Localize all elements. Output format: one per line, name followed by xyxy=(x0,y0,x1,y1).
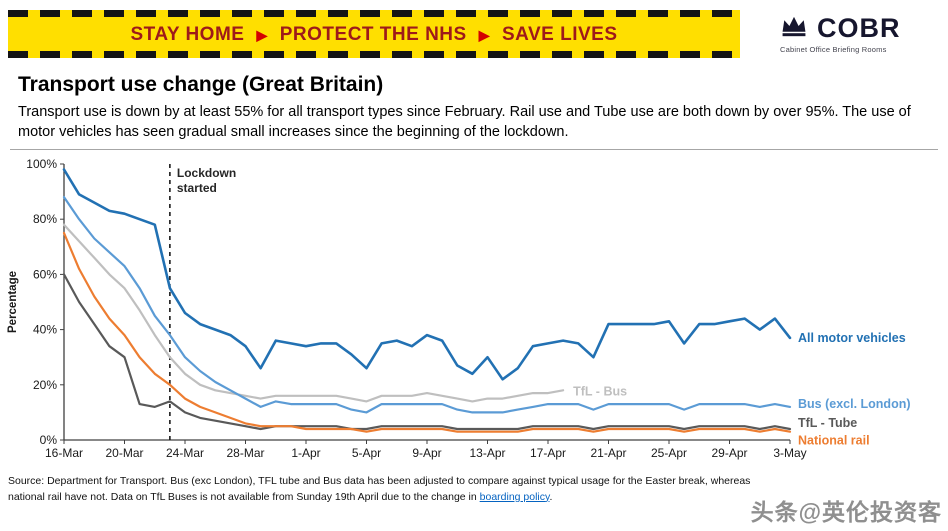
series-label-tfl-bus: TfL - Bus xyxy=(573,384,627,398)
source-note-line2-prefix: national rail have not. Data on TfL Buse… xyxy=(8,490,480,503)
banner-segment-protect-nhs: PROTECT THE NHS xyxy=(279,23,467,45)
x-tick-label: 25-Apr xyxy=(651,446,687,460)
series-line-bus-excl-london xyxy=(62,195,792,414)
banner-segment-stay-home: STAY HOME xyxy=(130,23,245,45)
x-tick-label: 1-Apr xyxy=(291,446,320,460)
lockdown-annotation: Lockdown xyxy=(177,166,236,180)
x-tick-label: 5-Apr xyxy=(352,446,381,460)
y-tick-label: 40% xyxy=(33,323,57,337)
watermark: 头条@英伦投资客 xyxy=(750,499,942,525)
series-label-all-motor-vehicles: All motor vehicles xyxy=(798,331,906,345)
series-line-national-rail xyxy=(62,231,792,433)
cobr-logo: COBR Cabinet Office Briefing Rooms xyxy=(780,10,930,58)
x-tick-label: 20-Mar xyxy=(105,446,143,460)
series-label-national-rail: National rail xyxy=(798,434,870,448)
x-tick-label: 29-Apr xyxy=(711,446,747,460)
series-label-tfl-tube: TfL - Tube xyxy=(798,416,857,430)
boarding-policy-link[interactable]: boarding policy xyxy=(479,490,550,503)
y-tick-label: 20% xyxy=(33,378,57,392)
hazard-stripe-bottom xyxy=(8,51,740,58)
page-title: Transport use change (Great Britain) xyxy=(18,73,384,96)
x-tick-label: 13-Apr xyxy=(469,446,505,460)
y-tick-label: 100% xyxy=(26,157,57,171)
cobr-logo-row: COBR xyxy=(780,14,930,43)
series-line-tfl-tube xyxy=(62,273,792,431)
series-label-bus-excl-london: Bus (excl. London) xyxy=(798,397,911,411)
cobr-subtitle: Cabinet Office Briefing Rooms xyxy=(780,45,887,54)
x-tick-label: 3-May xyxy=(773,446,806,460)
source-note-line2-suffix: . xyxy=(549,490,553,503)
page-description: Transport use is down by at least 55% fo… xyxy=(18,104,911,140)
x-tick-label: 24-Mar xyxy=(166,446,204,460)
header-row: STAY HOME ▶ PROTECT THE NHS ▶ SAVE LIVES… xyxy=(0,0,948,58)
chart-top-divider xyxy=(10,149,938,150)
source-note: Source: Department for Transport. Bus (e… xyxy=(8,474,948,506)
banner-slogan: STAY HOME ▶ PROTECT THE NHS ▶ SAVE LIVES xyxy=(8,25,740,44)
transport-chart: Percentage 0% 20% 40% 60% 80% 100% 16-Mar 20-Ma… xyxy=(7,157,911,460)
chevron-icon: ▶ xyxy=(256,27,268,43)
y-axis-label: Percentage xyxy=(7,271,19,333)
y-tick-label: 60% xyxy=(33,267,57,281)
stay-home-banner: STAY HOME ▶ PROTECT THE NHS ▶ SAVE LIVES xyxy=(8,10,740,58)
hazard-stripe-top xyxy=(8,10,740,17)
x-tick-label: 16-Mar xyxy=(45,446,83,460)
lockdown-annotation: started xyxy=(177,181,217,195)
y-tick-label: 0% xyxy=(40,433,58,447)
x-tick-label: 21-Apr xyxy=(590,446,626,460)
series-line-all-motor-vehicles xyxy=(62,168,792,381)
x-tick-label: 28-Mar xyxy=(226,446,264,460)
banner-segment-save-lives: SAVE LIVES xyxy=(501,23,618,45)
source-note-line1: Source: Department for Transport. Bus (e… xyxy=(8,475,751,487)
x-tick-label: 9-Apr xyxy=(412,446,441,460)
cobr-title: COBR xyxy=(817,13,901,43)
chevron-icon: ▶ xyxy=(478,27,490,43)
x-tick-label: 17-Apr xyxy=(530,446,566,460)
source-note-line2: national rail have not. Data on TfL Buse… xyxy=(8,490,948,506)
series-line-tfl-bus xyxy=(62,223,565,403)
crown-icon xyxy=(780,14,808,43)
y-tick-label: 80% xyxy=(33,212,57,226)
